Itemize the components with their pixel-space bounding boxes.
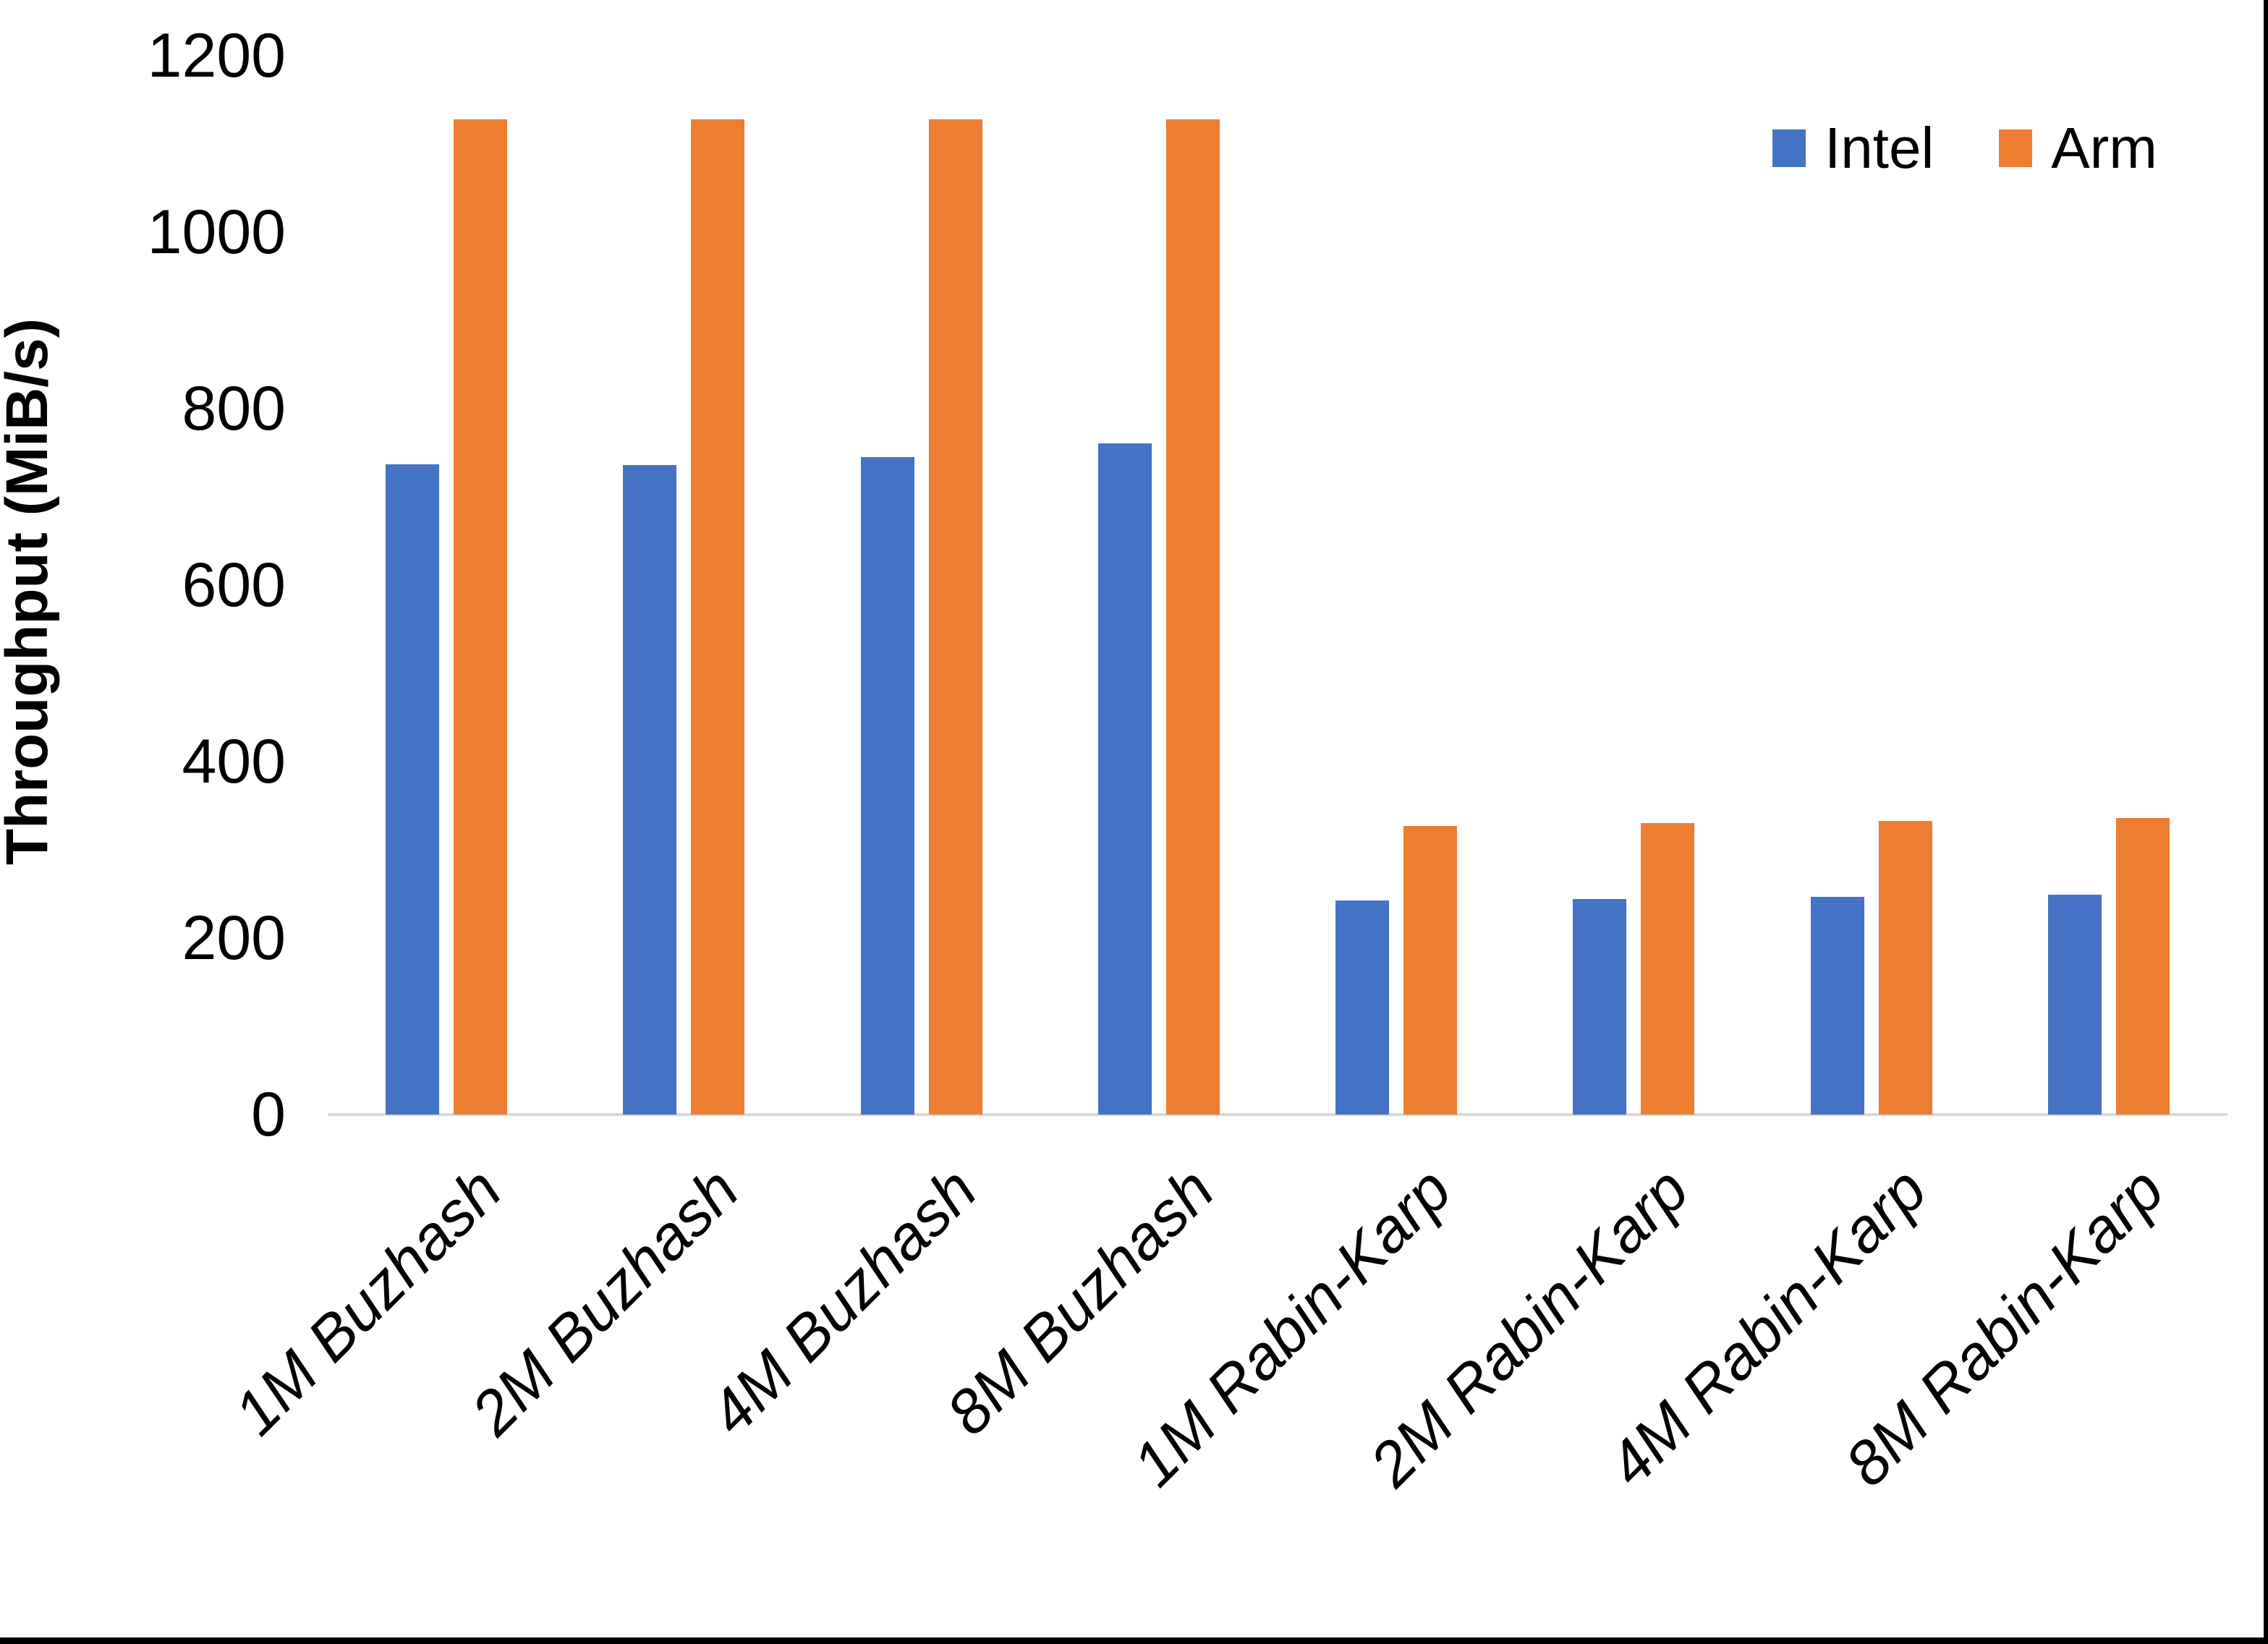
bar-intel-4m-rabin-karp xyxy=(1810,896,1864,1115)
y-tick-label-200: 200 xyxy=(182,903,286,973)
bar-intel-2m-buzhash xyxy=(623,465,677,1115)
bar-arm-8m-rabin-karp xyxy=(2115,818,2170,1115)
y-tick-label-600: 600 xyxy=(182,550,286,620)
y-tick-label-400: 400 xyxy=(182,727,286,796)
bar-intel-2m-rabin-karp xyxy=(1573,899,1627,1115)
legend-item-intel: Intel xyxy=(1772,119,1934,177)
legend-label-arm: Arm xyxy=(2051,116,2157,180)
y-tick-label-0: 0 xyxy=(251,1080,286,1149)
bar-intel-4m-buzhash xyxy=(860,457,914,1115)
bar-arm-1m-buzhash xyxy=(454,119,508,1115)
x-axis-line xyxy=(328,1113,2227,1116)
screenshot-right-border xyxy=(2264,0,2268,1644)
legend-label-intel: Intel xyxy=(1825,116,1934,180)
bar-arm-2m-rabin-karp xyxy=(1641,823,1695,1115)
y-tick-label-1000: 1000 xyxy=(147,197,286,267)
bar-arm-4m-rabin-karp xyxy=(1878,820,1932,1115)
screenshot-bottom-border xyxy=(0,1637,2268,1644)
bar-arm-4m-buzhash xyxy=(928,119,982,1115)
bar-arm-2m-buzhash xyxy=(691,119,745,1115)
y-tick-label-1200: 1200 xyxy=(147,21,286,90)
bar-intel-8m-rabin-karp xyxy=(2047,895,2102,1115)
legend-item-arm: Arm xyxy=(1999,119,2157,177)
bar-arm-8m-buzhash xyxy=(1165,119,1220,1115)
bar-intel-8m-buzhash xyxy=(1097,443,1152,1115)
arm-legend-swatch-icon xyxy=(1999,129,2033,167)
y-tick-label-800: 800 xyxy=(182,374,286,443)
intel-legend-swatch-icon xyxy=(1772,129,1806,167)
bar-intel-1m-buzhash xyxy=(386,464,440,1115)
bar-arm-1m-rabin-karp xyxy=(1403,826,1458,1115)
legend: Intel Arm xyxy=(1772,119,2157,177)
bar-intel-1m-rabin-karp xyxy=(1335,900,1390,1115)
